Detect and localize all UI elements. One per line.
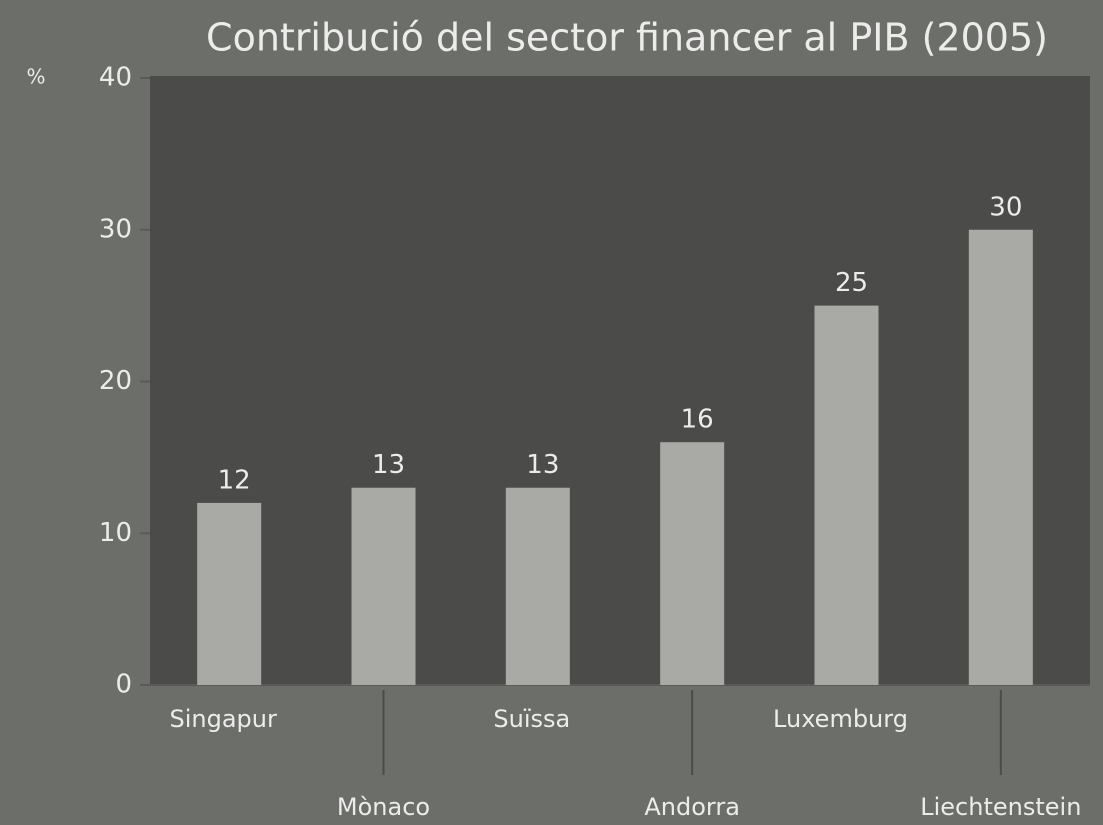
- y-tick-label: 10: [99, 518, 132, 548]
- bar: [505, 487, 570, 685]
- x-tick-label: Luxemburg: [773, 705, 908, 733]
- plot-area: [150, 76, 1090, 685]
- x-tick-label: Liechtenstein: [920, 793, 1081, 821]
- bar: [660, 442, 725, 685]
- value-label: 30: [989, 192, 1022, 222]
- value-label: 13: [372, 450, 405, 480]
- y-tick-label: 40: [99, 63, 132, 93]
- y-tick-label: 30: [99, 214, 132, 244]
- x-tick-label: Andorra: [644, 793, 740, 821]
- y-tick-label: 0: [115, 670, 132, 700]
- value-label: 12: [218, 465, 251, 495]
- x-tick-label: Mònaco: [337, 793, 430, 821]
- x-tick-label: Singapur: [169, 705, 277, 733]
- chart-title: Contribució del sector financer al PIB (…: [206, 16, 1048, 60]
- bar: [351, 487, 416, 685]
- bar: [968, 229, 1033, 685]
- y-tick-label: 20: [99, 366, 132, 396]
- x-tick-label: Suïssa: [493, 705, 570, 733]
- value-label: 16: [681, 405, 714, 435]
- value-label: 25: [835, 268, 868, 298]
- bar: [814, 305, 879, 685]
- y-axis-label: %: [26, 65, 45, 89]
- bar: [197, 502, 262, 685]
- value-label: 13: [526, 450, 559, 480]
